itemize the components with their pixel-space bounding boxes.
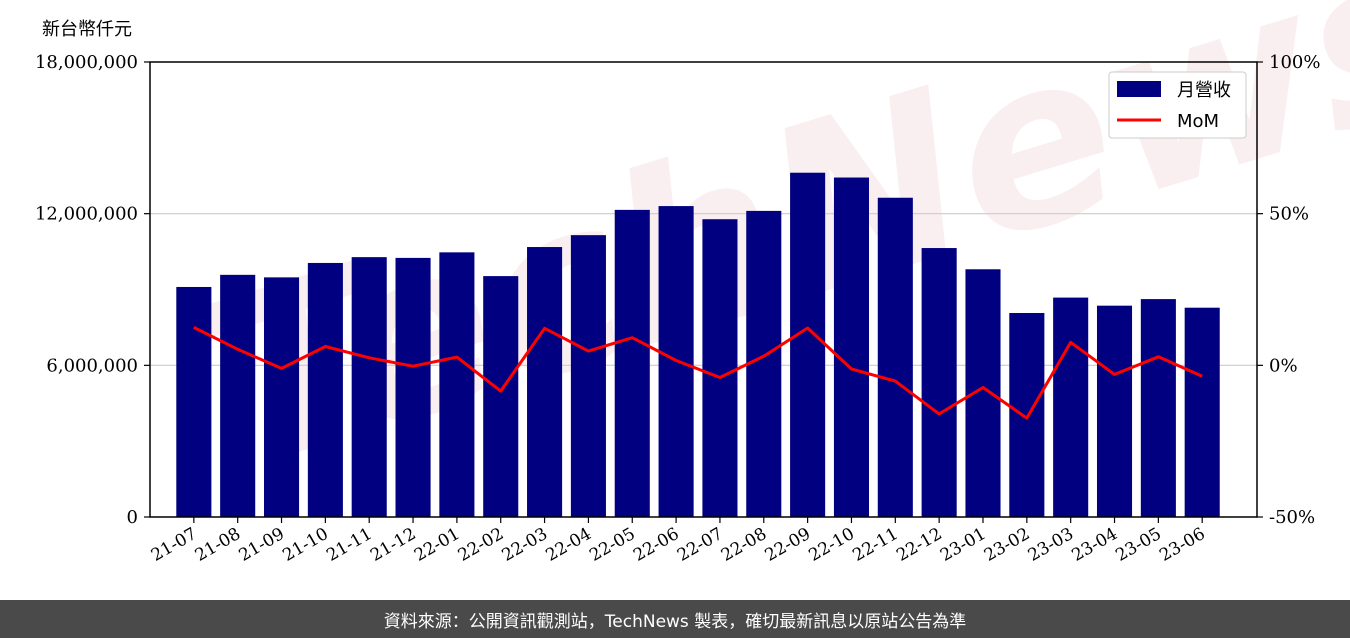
mom-line: [193, 326, 1203, 420]
x-tick-label: 22-08: [718, 524, 770, 566]
y-right-tick-label: 0%: [1269, 355, 1298, 376]
x-tick-label: 22-04: [542, 524, 594, 566]
bar-23-02: [1009, 313, 1045, 517]
legend-bar-swatch: [1117, 81, 1161, 97]
bar-21-08: [220, 274, 256, 517]
x-tick-label: 22-10: [806, 524, 858, 566]
x-tick-label: 21-10: [279, 524, 331, 566]
bar-21-11: [351, 257, 387, 517]
bar-23-06: [1184, 307, 1220, 517]
bar-22-12: [921, 248, 957, 518]
x-tick-label: 23-02: [981, 524, 1033, 566]
bar-21-12: [395, 257, 431, 517]
bar-series: [176, 172, 1220, 518]
x-tick-label: 22-02: [455, 524, 507, 566]
x-tick-label: 21-11: [323, 524, 375, 566]
revenue-chart: TechNews 06,000,00012,000,00018,000,000-…: [35, 0, 1350, 566]
y-right-tick-label: 50%: [1269, 204, 1309, 225]
x-tick-label: 23-01: [937, 524, 989, 566]
bar-23-04: [1096, 305, 1133, 517]
axes: [149, 61, 1258, 518]
y-right-tick-label: 100%: [1269, 52, 1320, 73]
bar-22-10: [833, 177, 870, 517]
y-axis-unit-label: 新台幣仟元: [42, 19, 132, 40]
x-tick-label: 23-03: [1025, 524, 1077, 566]
bar-22-02: [483, 276, 519, 517]
bar-22-07: [702, 219, 738, 517]
x-tick-label: 22-06: [630, 524, 682, 566]
bar-22-01: [439, 252, 475, 517]
x-tick-label: 21-12: [367, 524, 419, 566]
bar-22-05: [614, 209, 650, 517]
x-tick-label: 23-05: [1112, 524, 1164, 566]
y-right-tick-label: -50%: [1269, 507, 1315, 528]
y-left-tick-label: 12,000,000: [35, 204, 138, 225]
x-tick-label: 22-12: [893, 524, 945, 566]
bar-23-03: [1053, 297, 1089, 517]
bar-22-11: [877, 197, 913, 517]
bar-22-09: [790, 172, 826, 517]
legend-label-mom: MoM: [1177, 111, 1219, 132]
x-tick-label: 22-09: [762, 524, 814, 566]
bar-23-05: [1140, 299, 1176, 517]
bar-22-08: [746, 210, 782, 517]
legend: 月營收 MoM: [1108, 71, 1247, 139]
x-tick-label: 21-09: [236, 524, 288, 566]
x-tick-label: 21-08: [192, 524, 244, 566]
bar-21-09: [263, 277, 300, 517]
x-tick-label: 21-07: [148, 524, 200, 566]
y-left-tick-label: 0: [127, 507, 138, 528]
bar-21-10: [307, 262, 343, 517]
x-tick-label: 22-01: [411, 524, 463, 566]
y-left-tick-label: 18,000,000: [35, 52, 138, 73]
footer-source-bar: 資料來源：公開資訊觀測站，TechNews 製表，確切最新訊息以原站公告為準: [0, 600, 1350, 638]
x-tick-label: 23-06: [1156, 524, 1208, 566]
bar-22-03: [527, 247, 563, 518]
x-tick-label: 23-04: [1069, 524, 1121, 566]
bar-22-04: [570, 235, 606, 517]
plot-frame: [149, 61, 1258, 518]
x-tick-label: 22-07: [674, 524, 726, 566]
x-tick-label: 22-03: [499, 524, 551, 566]
x-tick-label: 22-05: [586, 524, 638, 566]
legend-label-revenue: 月營收: [1177, 80, 1231, 101]
mom-line-series: [193, 326, 1203, 420]
x-tick-label: 22-11: [849, 524, 901, 566]
y-left-tick-label: 6,000,000: [46, 355, 138, 376]
bar-21-07: [176, 286, 212, 517]
